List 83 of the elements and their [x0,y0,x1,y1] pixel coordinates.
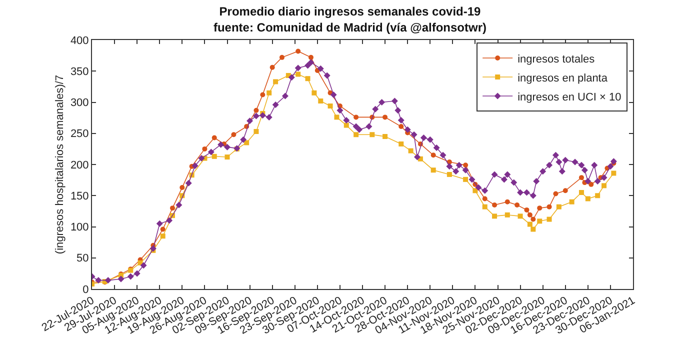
point [398,124,404,130]
point [595,193,600,198]
y-axis-title: (ingresos hospitalarios semanales)/7 [54,74,66,254]
point [482,204,488,210]
point [318,98,324,104]
point [504,199,510,204]
y-tick-label: 250 [70,128,89,140]
point [260,92,266,98]
point [524,207,530,212]
point [231,132,236,138]
y-tick-label: 150 [70,190,89,202]
point [254,108,259,113]
point [518,214,523,219]
point [212,135,217,140]
point [312,90,317,96]
point [430,152,436,158]
point [537,218,542,224]
chart-title: Promedio diario ingresos semanales covid-19 [219,4,482,19]
point [244,140,250,146]
y-tick-label: 350 [70,66,89,78]
point [602,183,607,188]
point [398,141,404,146]
point [463,176,468,182]
point [472,188,478,194]
point [569,199,574,204]
y-tick-label: 300 [70,97,89,110]
point [578,175,584,180]
point [530,216,536,222]
point [328,103,333,108]
point [527,222,532,227]
point [212,154,217,159]
point [254,129,259,134]
point [279,54,284,60]
point [170,206,176,211]
point [160,226,166,232]
point [492,214,498,219]
point [202,146,208,152]
point [305,76,310,82]
point [296,72,301,77]
point [578,190,584,196]
point [585,196,590,202]
point [344,122,349,128]
point [334,114,340,120]
y-tick-label: 200 [70,159,89,172]
point [611,170,616,176]
point [556,204,562,210]
point [430,168,436,173]
point [266,90,272,96]
point [537,206,542,211]
point [224,154,230,160]
point [354,114,359,120]
point [270,64,275,70]
y-tick-label: 400 [70,34,89,47]
point [308,54,314,60]
point [408,148,414,154]
point [382,114,388,120]
legend-label: ingresos en planta [518,72,608,84]
point [492,202,498,208]
point [382,134,388,139]
point [553,191,558,196]
point [527,212,532,218]
y-tick-label: 0 [82,284,89,296]
point [504,212,510,218]
point [446,172,452,177]
legend-label: ingresos totales [518,53,596,66]
y-tick-label: 100 [70,222,89,234]
legend-label: ingresos en UCI × 10 [518,91,622,104]
point [463,162,468,168]
point [482,196,488,202]
point [546,216,552,222]
point [296,48,301,54]
point [354,132,359,138]
point [514,202,520,208]
point [546,204,552,210]
chart-subtitle: fuente: Comunidad de Madrid (vía @alfonsotwr) [213,20,487,34]
point [273,79,278,84]
y-tick-label: 50 [76,252,89,265]
point [588,182,594,187]
point [562,188,568,194]
point [370,132,375,138]
point [160,234,166,239]
point [530,226,536,232]
point [180,185,185,190]
